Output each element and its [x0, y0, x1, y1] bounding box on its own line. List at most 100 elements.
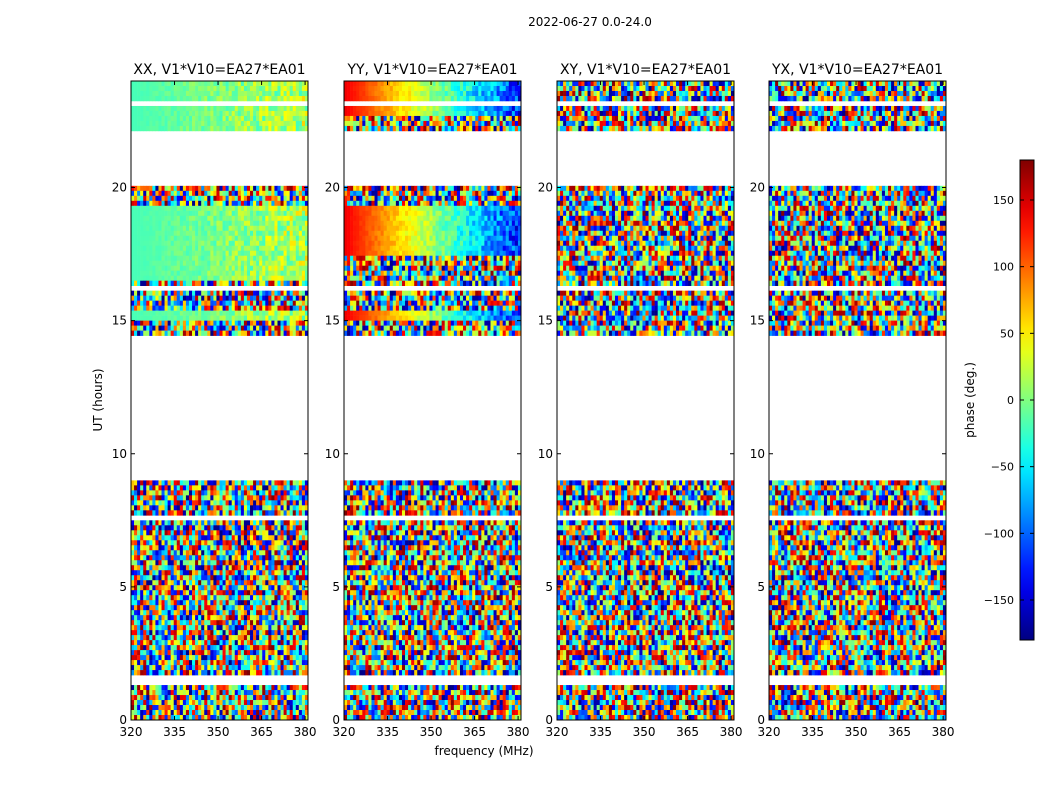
heatmap-cell [246, 665, 251, 671]
heatmap-cell [301, 565, 306, 571]
heatmap-cell [185, 275, 190, 281]
heatmap-cell [240, 485, 245, 491]
heatmap-cell [213, 305, 217, 311]
heatmap-cell [137, 525, 141, 531]
heatmap-cell [268, 545, 272, 551]
heatmap-cell [195, 120, 199, 127]
heatmap-cell [195, 250, 199, 257]
heatmap-cell [195, 645, 199, 651]
heatmap-cell [234, 635, 239, 641]
heatmap-cell [167, 625, 171, 631]
heatmap-cell [134, 250, 138, 257]
heatmap-cell [225, 110, 229, 117]
heatmap-cell [380, 90, 384, 97]
heatmap-cell [179, 525, 184, 531]
heatmap-cell [152, 645, 156, 651]
heatmap-cell [240, 245, 245, 252]
heatmap-cell [210, 320, 214, 326]
heatmap-cell [137, 595, 141, 601]
heatmap-cell [265, 630, 269, 636]
heatmap-cell [246, 220, 251, 227]
heatmap-cell [450, 81, 455, 87]
heatmap-cell [207, 570, 211, 576]
heatmap-cell [228, 510, 233, 516]
heatmap-cell [253, 505, 257, 511]
heatmap-cell [228, 520, 233, 526]
heatmap-cell [198, 200, 202, 207]
heatmap-cell [188, 225, 193, 232]
heatmap-cell [213, 485, 217, 491]
heatmap-cell [213, 320, 217, 326]
heatmap-cell [240, 480, 245, 486]
heatmap-cell [204, 615, 208, 621]
heatmap-cell [234, 270, 239, 276]
heatmap-cell [225, 95, 229, 102]
heatmap-cell [253, 595, 257, 601]
heatmap-cell [201, 195, 205, 202]
heatmap-cell [240, 325, 245, 331]
heatmap-cell [502, 81, 507, 87]
heatmap-cell [240, 85, 245, 92]
heatmap-cell [146, 230, 150, 237]
heatmap-cell [134, 560, 138, 566]
heatmap-cell [219, 655, 223, 661]
heatmap-cell [176, 555, 181, 561]
heatmap-cell [234, 200, 239, 207]
heatmap-cell [155, 485, 159, 491]
heatmap-cell [170, 90, 175, 97]
heatmap-cell [295, 520, 300, 526]
heatmap-cell [237, 500, 242, 506]
heatmap-cell [134, 325, 138, 331]
heatmap-cell [134, 290, 138, 296]
heatmap-cell [231, 545, 236, 551]
heatmap-cell [253, 190, 257, 197]
heatmap-cell [259, 575, 263, 581]
heatmap-cell [256, 700, 260, 706]
heatmap-cell [280, 685, 284, 691]
heatmap-cell [246, 610, 251, 616]
heatmap-cell [164, 580, 168, 586]
heatmap-cell [271, 580, 275, 586]
y-tick-label: 5 [119, 580, 127, 594]
heatmap-cell [192, 535, 196, 541]
heatmap-cell [179, 250, 184, 257]
heatmap-cell [286, 480, 290, 486]
heatmap-cell [228, 715, 233, 721]
heatmap-cell [292, 565, 297, 571]
heatmap-cell [176, 295, 181, 301]
heatmap-cell [158, 315, 162, 321]
heatmap-cell [231, 255, 236, 262]
heatmap-cell [225, 90, 229, 97]
heatmap-cell [161, 630, 165, 636]
heatmap-cell [131, 265, 135, 271]
heatmap-cell [298, 550, 303, 556]
heatmap-cell [140, 245, 144, 252]
heatmap-cell [164, 695, 168, 701]
heatmap-cell [131, 260, 135, 267]
heatmap-cell [268, 330, 272, 336]
heatmap-cell [201, 295, 205, 301]
heatmap-cell [143, 595, 147, 601]
heatmap-cell [237, 225, 242, 232]
heatmap-cell [353, 81, 357, 87]
heatmap-cell [268, 105, 272, 112]
heatmap-cell [140, 270, 144, 276]
heatmap-cell [292, 485, 297, 491]
heatmap-cell [243, 660, 248, 666]
heatmap-cell [231, 550, 236, 556]
heatmap-cell [170, 605, 175, 611]
heatmap-cell [250, 265, 254, 271]
heatmap-cell [137, 195, 141, 202]
heatmap-cell [167, 320, 171, 326]
heatmap-cell [155, 605, 159, 611]
heatmap-cell [292, 480, 297, 486]
heatmap-cell [155, 575, 159, 581]
heatmap-cell [149, 715, 153, 721]
heatmap-cell [286, 655, 290, 661]
heatmap-cell [253, 490, 257, 496]
heatmap-cell [243, 105, 248, 112]
heatmap-cell [304, 485, 309, 491]
heatmap-cell [182, 565, 187, 571]
heatmap-cell [204, 535, 208, 541]
heatmap-cell [231, 690, 236, 696]
